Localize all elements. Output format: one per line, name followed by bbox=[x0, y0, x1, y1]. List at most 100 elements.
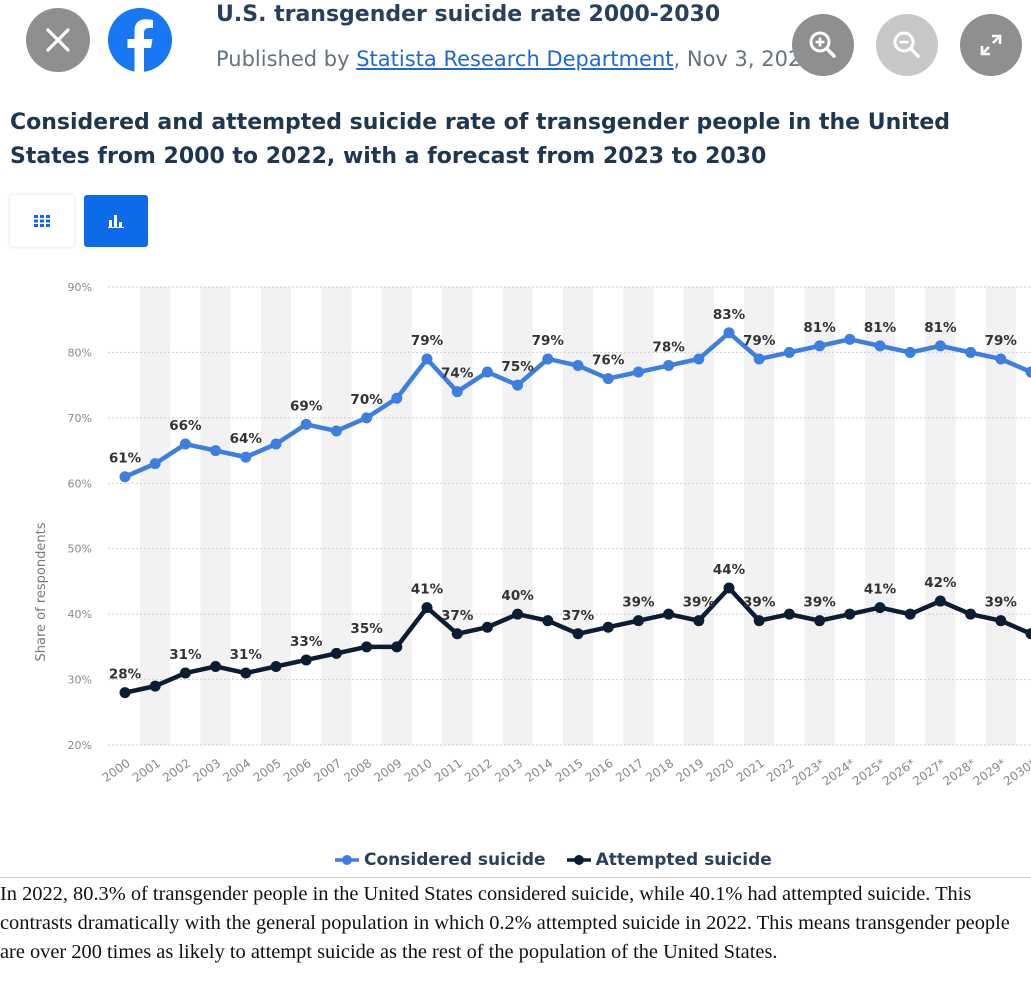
data-point[interactable] bbox=[995, 353, 1007, 365]
table-view-tab[interactable] bbox=[10, 195, 74, 247]
facebook-share-button[interactable] bbox=[108, 8, 172, 72]
data-point[interactable] bbox=[391, 392, 403, 404]
data-point[interactable] bbox=[632, 366, 644, 378]
data-point[interactable] bbox=[602, 373, 614, 385]
data-point[interactable] bbox=[693, 353, 705, 365]
x-tick-label: 2010 bbox=[402, 756, 435, 785]
expand-button[interactable] bbox=[960, 14, 1022, 76]
x-tick-label: 2006 bbox=[281, 756, 314, 785]
y-tick-label: 50% bbox=[68, 543, 92, 556]
x-tick-label: 2009 bbox=[371, 756, 404, 785]
legend-swatch-attempted bbox=[566, 855, 591, 865]
data-point[interactable] bbox=[934, 340, 946, 352]
data-label: 61% bbox=[109, 451, 142, 467]
data-point[interactable] bbox=[753, 615, 765, 627]
data-point[interactable] bbox=[663, 360, 675, 372]
legend-item-considered[interactable]: Considered suicide bbox=[334, 850, 546, 870]
data-point[interactable] bbox=[844, 333, 856, 345]
data-point[interactable] bbox=[874, 602, 886, 614]
data-point[interactable] bbox=[330, 647, 342, 659]
data-point[interactable] bbox=[904, 346, 916, 358]
data-point[interactable] bbox=[572, 360, 584, 372]
data-point[interactable] bbox=[783, 608, 795, 620]
data-point[interactable] bbox=[723, 582, 735, 594]
y-axis-label: Share of respondents bbox=[34, 522, 49, 661]
data-point[interactable] bbox=[693, 615, 705, 627]
column-band bbox=[864, 287, 896, 745]
data-point[interactable] bbox=[542, 615, 554, 627]
data-point[interactable] bbox=[391, 641, 403, 653]
data-point[interactable] bbox=[149, 680, 161, 692]
data-label: 78% bbox=[652, 340, 685, 356]
data-point[interactable] bbox=[270, 660, 282, 672]
data-point[interactable] bbox=[240, 451, 252, 463]
data-point[interactable] bbox=[210, 445, 222, 457]
data-point[interactable] bbox=[119, 471, 131, 483]
data-point[interactable] bbox=[240, 667, 252, 679]
data-point[interactable] bbox=[753, 353, 765, 365]
data-point[interactable] bbox=[330, 425, 342, 437]
data-label: 79% bbox=[985, 333, 1018, 349]
data-point[interactable] bbox=[814, 340, 826, 352]
y-tick-label: 60% bbox=[68, 477, 92, 490]
data-point[interactable] bbox=[965, 346, 977, 358]
data-point[interactable] bbox=[270, 438, 282, 450]
data-label: 41% bbox=[411, 582, 444, 598]
data-point[interactable] bbox=[421, 602, 433, 614]
data-point[interactable] bbox=[632, 615, 644, 627]
data-point[interactable] bbox=[783, 346, 795, 358]
y-tick-label: 90% bbox=[68, 281, 92, 294]
data-point[interactable] bbox=[300, 418, 312, 430]
data-label: 69% bbox=[290, 398, 323, 414]
data-point[interactable] bbox=[481, 366, 493, 378]
data-point[interactable] bbox=[1025, 628, 1031, 640]
data-point[interactable] bbox=[179, 667, 191, 679]
data-point[interactable] bbox=[300, 654, 312, 666]
data-point[interactable] bbox=[210, 660, 222, 672]
data-point[interactable] bbox=[542, 353, 554, 365]
data-point[interactable] bbox=[602, 621, 614, 633]
data-point[interactable] bbox=[149, 458, 161, 470]
data-point[interactable] bbox=[451, 386, 463, 398]
data-point[interactable] bbox=[512, 379, 524, 391]
data-point[interactable] bbox=[723, 327, 735, 339]
column-band bbox=[140, 287, 171, 745]
data-point[interactable] bbox=[361, 641, 373, 653]
x-tick-label: 2027* bbox=[910, 756, 948, 788]
data-point[interactable] bbox=[481, 621, 493, 633]
data-point[interactable] bbox=[512, 608, 524, 620]
data-label: 37% bbox=[441, 608, 474, 624]
data-point[interactable] bbox=[1025, 366, 1031, 378]
close-button[interactable] bbox=[26, 8, 90, 72]
column-band bbox=[200, 287, 231, 745]
data-label: 39% bbox=[622, 595, 655, 611]
chart-view-tab[interactable] bbox=[84, 195, 148, 247]
data-point[interactable] bbox=[874, 340, 886, 352]
description-text: In 2022, 80.3% of transgender people in … bbox=[0, 883, 1010, 963]
data-point[interactable] bbox=[572, 628, 584, 640]
legend-item-attempted[interactable]: Attempted suicide bbox=[566, 850, 772, 870]
data-point[interactable] bbox=[421, 353, 433, 365]
data-point[interactable] bbox=[663, 608, 675, 620]
zoom-out-button[interactable] bbox=[876, 14, 938, 76]
data-label: 79% bbox=[411, 333, 444, 349]
data-point[interactable] bbox=[844, 608, 856, 620]
data-point[interactable] bbox=[361, 412, 373, 424]
column-band bbox=[623, 287, 654, 745]
data-label: 28% bbox=[109, 667, 142, 683]
data-point[interactable] bbox=[814, 615, 826, 627]
data-point[interactable] bbox=[119, 687, 131, 699]
x-tick-label: 2015 bbox=[553, 756, 586, 785]
publisher-link[interactable]: Statista Research Department bbox=[356, 47, 674, 71]
data-label: 83% bbox=[713, 307, 746, 323]
data-label: 76% bbox=[592, 353, 625, 369]
data-point[interactable] bbox=[451, 628, 463, 640]
data-label: 41% bbox=[864, 582, 897, 598]
data-point[interactable] bbox=[179, 438, 191, 450]
data-point[interactable] bbox=[995, 615, 1007, 627]
x-tick-label: 2004 bbox=[220, 756, 253, 785]
zoom-in-button[interactable] bbox=[792, 14, 854, 76]
data-point[interactable] bbox=[965, 608, 977, 620]
data-point[interactable] bbox=[934, 595, 946, 607]
data-point[interactable] bbox=[904, 608, 916, 620]
